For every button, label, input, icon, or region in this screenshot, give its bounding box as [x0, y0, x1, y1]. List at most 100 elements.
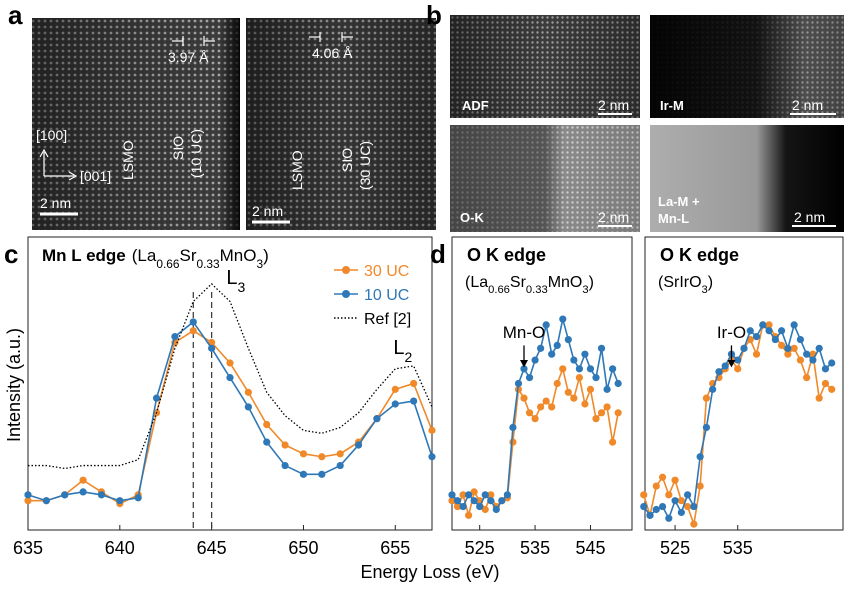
data-point: [597, 409, 606, 417]
data-point: [281, 461, 289, 470]
data-point: [244, 403, 252, 411]
data-point: [690, 520, 698, 528]
image-label: Ir-M: [660, 98, 684, 113]
scale-label: 2 nm: [792, 97, 823, 113]
image-a2: [246, 18, 436, 230]
data-point: [803, 374, 811, 382]
data-point: [696, 482, 704, 490]
data-point: [815, 394, 823, 402]
data-point: [152, 394, 161, 402]
scale-label: 2 nm: [252, 203, 283, 219]
data-point: [487, 497, 495, 505]
image-label: La-M +: [658, 194, 700, 209]
series-line: [28, 282, 433, 470]
data-point: [537, 403, 545, 411]
data-point: [487, 491, 495, 499]
data-point: [790, 321, 798, 329]
data-point: [470, 497, 478, 505]
data-point: [790, 344, 798, 352]
data-point: [671, 476, 679, 484]
series-line: [451, 318, 619, 511]
data-point: [570, 394, 578, 402]
image-b2: [650, 15, 844, 118]
data-point: [784, 344, 792, 352]
data-point: [24, 497, 32, 505]
y-axis-label: Intensity (a.u.): [4, 328, 24, 442]
x-tick-label: 525: [465, 538, 495, 558]
data-point: [208, 338, 216, 347]
data-point: [721, 362, 729, 370]
data-point: [171, 333, 179, 341]
data-point: [828, 385, 836, 393]
data-point: [771, 335, 779, 344]
annotation-arrowhead: [520, 360, 528, 368]
data-point: [575, 374, 583, 382]
data-point: [531, 356, 539, 364]
data-point: [520, 394, 528, 402]
chart-subtitle: (La0.66Sr0.33MnO3): [465, 274, 594, 296]
lattice-spacing: 3.97 Å: [168, 49, 209, 65]
data-point: [765, 321, 773, 329]
data-point: [603, 385, 611, 393]
data-point: [509, 423, 517, 432]
data-point: [514, 379, 523, 388]
data-point: [671, 497, 679, 505]
scale-label: 2 nm: [598, 209, 629, 225]
data-point: [559, 315, 567, 323]
data-point: [189, 318, 197, 326]
data-point: [640, 502, 648, 511]
data-point: [759, 321, 767, 329]
data-point: [525, 409, 534, 417]
scale-label: 2 nm: [794, 209, 825, 225]
data-point: [765, 327, 773, 335]
data-point: [263, 420, 271, 429]
data-point: [677, 508, 685, 517]
annotation: L3: [226, 267, 245, 295]
data-point: [61, 491, 69, 499]
data-point: [24, 491, 32, 499]
data-point: [609, 365, 617, 373]
data-point: [803, 350, 811, 358]
data-point: [821, 365, 830, 373]
data-point: [548, 350, 556, 358]
data-point: [79, 488, 87, 496]
data-point: [459, 491, 467, 499]
data-point: [263, 438, 271, 446]
data-point: [525, 374, 534, 382]
data-point: [299, 450, 308, 458]
data-point: [796, 335, 804, 344]
data-point: [208, 344, 216, 352]
data-point: [318, 453, 326, 461]
data-point: [821, 379, 830, 388]
data-point: [410, 397, 418, 405]
data-point: [542, 321, 550, 329]
annotation: L2: [393, 337, 412, 365]
data-point: [777, 327, 786, 335]
image-a1: [32, 18, 240, 230]
data-point: [564, 388, 572, 396]
data-point: [481, 491, 489, 499]
data-point: [318, 470, 326, 478]
data-point: [448, 491, 456, 499]
data-point: [658, 502, 667, 511]
data-point: [465, 511, 473, 519]
plot-frame: [644, 236, 844, 531]
data-point: [581, 400, 589, 408]
chart-title: O K edge: [467, 245, 546, 265]
data-point: [531, 415, 539, 423]
data-point: [428, 453, 436, 461]
data-point: [116, 497, 124, 505]
x-tick-label: 635: [13, 538, 43, 558]
data-point: [740, 344, 748, 352]
layer-label: LSMO: [289, 150, 305, 190]
panel-label: d: [430, 239, 446, 269]
data-point: [299, 470, 308, 478]
data-point: [592, 415, 600, 423]
data-point: [548, 403, 556, 411]
data-point: [658, 473, 667, 481]
data-point: [564, 335, 572, 344]
data-point: [226, 374, 234, 382]
data-point: [492, 505, 500, 514]
data-point: [592, 374, 600, 382]
